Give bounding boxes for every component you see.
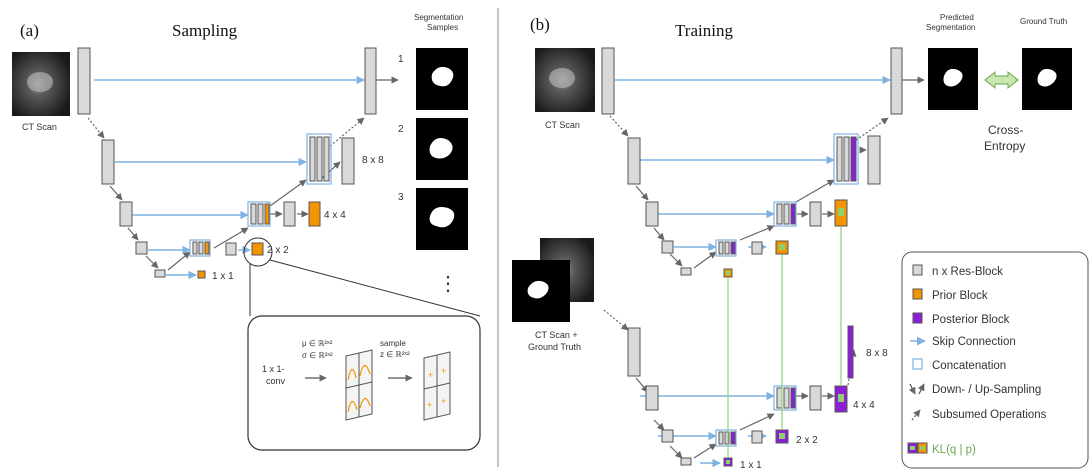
scale-label-b-2x2: 2 x 2 <box>796 435 818 446</box>
ct-scan-label: CT Scan <box>22 122 57 132</box>
legend-label-posterior-block: Posterior Block <box>932 314 1010 326</box>
scale-label-b-4x4: 4 x 4 <box>853 400 875 411</box>
ct-gt-image <box>512 238 594 322</box>
conv-label-2: conv <box>266 376 286 386</box>
svg-text:+: + <box>427 400 432 410</box>
decoder-concat-4x4 <box>247 201 321 227</box>
output-block <box>364 47 377 115</box>
decoder-blocks-b <box>715 133 881 278</box>
sample-grid: + + + + <box>423 351 451 421</box>
panel-a-title: Sampling <box>172 21 238 40</box>
loss-label-2: Entropy <box>984 139 1025 153</box>
down-up-arrow-icon <box>908 383 925 395</box>
legend: n x Res-Block Prior Block Posterior Bloc… <box>901 251 1089 469</box>
scale-label-4x4: 4 x 4 <box>324 210 346 221</box>
scale-label-1x1: 1 x 1 <box>212 271 234 282</box>
predicted-label-2: Segmentation <box>926 23 975 32</box>
scale-label-2x2: 2 x 2 <box>267 245 289 256</box>
down-sampling-arrows <box>87 117 159 269</box>
zoom-circle <box>243 237 273 267</box>
up-sampling-arrows <box>167 76 399 271</box>
ct-gt-label-2: Ground Truth <box>528 342 581 352</box>
samples-title-2: Samples <box>427 23 458 32</box>
posterior-decoder-blocks <box>715 325 854 467</box>
ct-scan-image <box>12 52 70 116</box>
legend-label-down-up: Down- / Up-Sampling <box>932 384 1041 396</box>
sample-number-3: 3 <box>398 192 404 203</box>
samples-title-1: Segmentation <box>414 13 463 22</box>
posterior-encoder-blocks <box>627 327 692 466</box>
legend-label-concatenation: Concatenation <box>932 360 1006 372</box>
ct-scan-label-b: CT Scan <box>545 120 580 130</box>
mu-label: μ ∈ ℝ²ˣ² <box>302 339 333 348</box>
svg-text:+: + <box>428 370 433 380</box>
sample-number-2: 2 <box>398 124 404 135</box>
concatenation-icon <box>912 358 923 370</box>
res-block-icon <box>912 264 923 276</box>
loss-label-1: Cross- <box>988 123 1023 137</box>
output-block-b <box>890 47 903 115</box>
posterior-block-icon <box>912 312 923 324</box>
sample-label-2: z ∈ ℝ²ˣ² <box>380 350 410 359</box>
sampling-inset: 1 x 1- conv μ ∈ ℝ²ˣ² σ ∈ ℝ²ˣ² sample z ∈… <box>247 315 481 451</box>
scale-label-b-1x1: 1 x 1 <box>740 460 762 471</box>
legend-label-kl: KL(q | p) <box>932 444 976 456</box>
svg-text:+: + <box>441 396 446 406</box>
compare-arrow-icon <box>984 70 1019 90</box>
predicted-label-1: Predicted <box>940 13 974 22</box>
decoder-concat-2x2 <box>189 239 264 279</box>
conv-label-1: 1 x 1- <box>262 364 285 374</box>
samples-ellipsis: ⋮ <box>438 273 458 295</box>
encoder-blocks <box>77 47 166 278</box>
skip-connections <box>94 75 365 280</box>
kl-connections <box>727 227 842 458</box>
svg-text:+: + <box>441 366 446 376</box>
predicted-segmentation <box>928 48 978 110</box>
sample-label-1: sample <box>380 339 406 348</box>
legend-label-res-block: n x Res-Block <box>932 266 1003 278</box>
sample-number-1: 1 <box>398 54 404 65</box>
segmentation-sample-2 <box>416 118 468 180</box>
sigma-label: σ ∈ ℝ²ˣ² <box>302 351 333 360</box>
panel-a: (a) Sampling CT Scan <box>12 13 481 451</box>
distribution-grid <box>345 349 373 421</box>
ground-truth-label: Ground Truth <box>1020 17 1067 26</box>
ground-truth-segmentation <box>1022 48 1072 110</box>
panel-b-title: Training <box>675 21 733 40</box>
legend-label-prior-block: Prior Block <box>932 290 988 302</box>
segmentation-sample-3 <box>416 188 468 250</box>
prior-block-icon <box>912 288 923 300</box>
panel-b: (b) Training CT Scan CT Scan + Ground Tr… <box>512 13 1072 471</box>
ct-scan-image-b <box>535 48 595 112</box>
scale-label-b-8x8: 8 x 8 <box>866 348 888 359</box>
decoder-concat-8x8 <box>306 133 355 185</box>
panel-a-tag: (a) <box>20 21 39 40</box>
panel-b-tag: (b) <box>530 15 550 34</box>
legend-label-subsumed: Subsumed Operations <box>932 409 1047 421</box>
segmentation-sample-1 <box>416 48 468 110</box>
kl-icon <box>907 442 928 454</box>
ct-gt-label-1: CT Scan + <box>535 330 578 340</box>
scale-label-8x8: 8 x 8 <box>362 155 384 166</box>
prior-encoder-blocks <box>601 47 692 276</box>
legend-label-skip: Skip Connection <box>932 336 1016 348</box>
